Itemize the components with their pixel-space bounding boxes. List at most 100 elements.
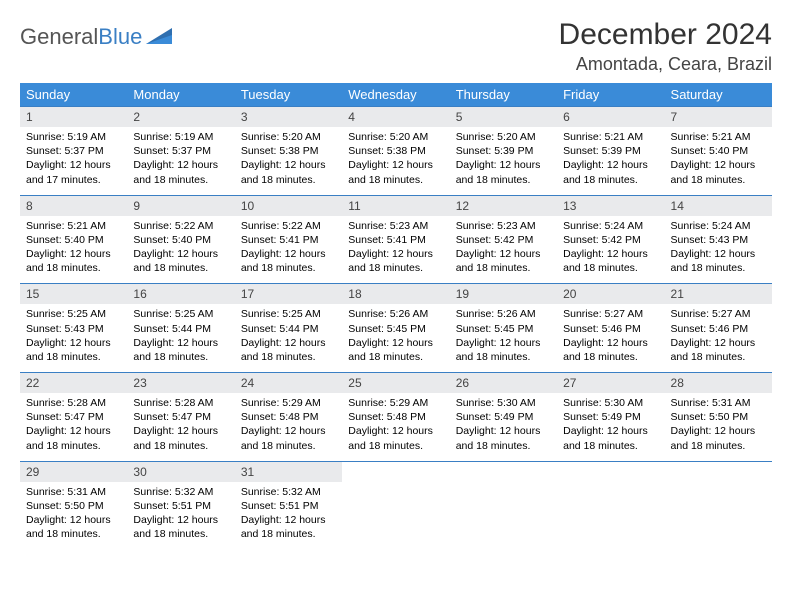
sunrise-line: Sunrise: 5:24 AM [671, 219, 766, 233]
calendar-cell: 2Sunrise: 5:19 AMSunset: 5:37 PMDaylight… [127, 107, 234, 196]
sunrise-line: Sunrise: 5:30 AM [456, 396, 551, 410]
sunrise-line: Sunrise: 5:20 AM [348, 130, 443, 144]
calendar-cell [450, 461, 557, 549]
sunrise-line: Sunrise: 5:26 AM [456, 307, 551, 321]
daylight-line: Daylight: 12 hours and 17 minutes. [26, 158, 121, 186]
sunrise-line: Sunrise: 5:24 AM [563, 219, 658, 233]
calendar-cell: 14Sunrise: 5:24 AMSunset: 5:43 PMDayligh… [665, 195, 772, 284]
day-number: 17 [235, 284, 342, 304]
calendar-cell: 13Sunrise: 5:24 AMSunset: 5:42 PMDayligh… [557, 195, 664, 284]
sunset-line: Sunset: 5:41 PM [348, 233, 443, 247]
calendar-cell: 11Sunrise: 5:23 AMSunset: 5:41 PMDayligh… [342, 195, 449, 284]
calendar-week: 22Sunrise: 5:28 AMSunset: 5:47 PMDayligh… [20, 373, 772, 462]
calendar-table: Sunday Monday Tuesday Wednesday Thursday… [20, 83, 772, 549]
sunset-line: Sunset: 5:40 PM [133, 233, 228, 247]
day-body: Sunrise: 5:28 AMSunset: 5:47 PMDaylight:… [20, 393, 127, 461]
calendar-cell: 28Sunrise: 5:31 AMSunset: 5:50 PMDayligh… [665, 373, 772, 462]
sunrise-line: Sunrise: 5:29 AM [241, 396, 336, 410]
calendar-body: 1Sunrise: 5:19 AMSunset: 5:37 PMDaylight… [20, 107, 772, 550]
sunrise-line: Sunrise: 5:21 AM [563, 130, 658, 144]
calendar-cell: 23Sunrise: 5:28 AMSunset: 5:47 PMDayligh… [127, 373, 234, 462]
daylight-line: Daylight: 12 hours and 18 minutes. [133, 158, 228, 186]
calendar-cell: 10Sunrise: 5:22 AMSunset: 5:41 PMDayligh… [235, 195, 342, 284]
sunset-line: Sunset: 5:38 PM [348, 144, 443, 158]
title-block: December 2024 Amontada, Ceara, Brazil [559, 18, 772, 75]
day-number: 14 [665, 196, 772, 216]
sunrise-line: Sunrise: 5:32 AM [133, 485, 228, 499]
sunset-line: Sunset: 5:42 PM [563, 233, 658, 247]
dow-tuesday: Tuesday [235, 83, 342, 107]
sunrise-line: Sunrise: 5:25 AM [26, 307, 121, 321]
sunrise-line: Sunrise: 5:25 AM [133, 307, 228, 321]
sunset-line: Sunset: 5:45 PM [456, 322, 551, 336]
day-number: 1 [20, 107, 127, 127]
day-number: 18 [342, 284, 449, 304]
calendar-cell: 1Sunrise: 5:19 AMSunset: 5:37 PMDaylight… [20, 107, 127, 196]
calendar-week: 1Sunrise: 5:19 AMSunset: 5:37 PMDaylight… [20, 107, 772, 196]
calendar-cell: 4 Sunrise: 5:20 AMSunset: 5:38 PMDaylight… [342, 107, 449, 196]
calendar-cell: 7Sunrise: 5:21 AMSunset: 5:40 PMDaylight… [665, 107, 772, 196]
sunset-line: Sunset: 5:43 PM [26, 322, 121, 336]
day-number: 2 [127, 107, 234, 127]
day-body: Sunrise: 5:32 AMSunset: 5:51 PMDaylight:… [235, 482, 342, 550]
calendar-cell: 30Sunrise: 5:32 AMSunset: 5:51 PMDayligh… [127, 461, 234, 549]
day-number: 31 [235, 462, 342, 482]
day-number: 21 [665, 284, 772, 304]
calendar-cell: 18Sunrise: 5:26 AMSunset: 5:45 PMDayligh… [342, 284, 449, 373]
day-body: Sunrise: 5:19 AMSunset: 5:37 PMDaylight:… [127, 127, 234, 195]
daylight-line: Daylight: 12 hours and 18 minutes. [241, 424, 336, 452]
day-number: 30 [127, 462, 234, 482]
day-body: Sunrise: 5:25 AMSunset: 5:44 PMDaylight:… [127, 304, 234, 372]
day-number: 10 [235, 196, 342, 216]
dow-saturday: Saturday [665, 83, 772, 107]
daylight-line: Daylight: 12 hours and 18 minutes. [133, 247, 228, 275]
day-body: Sunrise: 5:24 AMSunset: 5:42 PMDaylight:… [557, 216, 664, 284]
day-body: Sunrise: 5:22 AMSunset: 5:40 PMDaylight:… [127, 216, 234, 284]
sunset-line: Sunset: 5:43 PM [671, 233, 766, 247]
brand-part2: Blue [98, 24, 142, 50]
day-number: 7 [665, 107, 772, 127]
sunset-line: Sunset: 5:38 PM [241, 144, 336, 158]
calendar-cell: 27Sunrise: 5:30 AMSunset: 5:49 PMDayligh… [557, 373, 664, 462]
day-number: 22 [20, 373, 127, 393]
sunset-line: Sunset: 5:45 PM [348, 322, 443, 336]
day-number: 4 [342, 107, 449, 127]
sunrise-line: Sunrise: 5:23 AM [456, 219, 551, 233]
day-body: Sunrise: 5:20 AMSunset: 5:38 PMDaylight:… [235, 127, 342, 195]
day-number: 23 [127, 373, 234, 393]
calendar-cell: 22Sunrise: 5:28 AMSunset: 5:47 PMDayligh… [20, 373, 127, 462]
day-of-week-row: Sunday Monday Tuesday Wednesday Thursday… [20, 83, 772, 107]
day-number: 12 [450, 196, 557, 216]
sunset-line: Sunset: 5:37 PM [26, 144, 121, 158]
sunrise-line: Sunrise: 5:27 AM [563, 307, 658, 321]
day-body: Sunrise: 5:26 AMSunset: 5:45 PMDaylight:… [450, 304, 557, 372]
calendar-cell: 31Sunrise: 5:32 AMSunset: 5:51 PMDayligh… [235, 461, 342, 549]
sunset-line: Sunset: 5:50 PM [26, 499, 121, 513]
calendar-cell: 6Sunrise: 5:21 AMSunset: 5:39 PMDaylight… [557, 107, 664, 196]
day-body: Sunrise: 5:21 AMSunset: 5:40 PMDaylight:… [20, 216, 127, 284]
sunset-line: Sunset: 5:40 PM [671, 144, 766, 158]
calendar-cell: 16Sunrise: 5:25 AMSunset: 5:44 PMDayligh… [127, 284, 234, 373]
daylight-line: Daylight: 12 hours and 18 minutes. [348, 424, 443, 452]
dow-wednesday: Wednesday [342, 83, 449, 107]
day-body: Sunrise: 5:21 AMSunset: 5:40 PMDaylight:… [665, 127, 772, 195]
sunrise-line: Sunrise: 5:20 AM [456, 130, 551, 144]
day-number: 26 [450, 373, 557, 393]
daylight-line: Daylight: 12 hours and 18 minutes. [563, 336, 658, 364]
day-number: 13 [557, 196, 664, 216]
day-number: 15 [20, 284, 127, 304]
sunset-line: Sunset: 5:39 PM [563, 144, 658, 158]
sunrise-line: Sunrise: 5:20 AM [241, 130, 336, 144]
day-number: 25 [342, 373, 449, 393]
dow-monday: Monday [127, 83, 234, 107]
daylight-line: Daylight: 12 hours and 18 minutes. [348, 158, 443, 186]
day-number: 28 [665, 373, 772, 393]
daylight-line: Daylight: 12 hours and 18 minutes. [241, 513, 336, 541]
daylight-line: Daylight: 12 hours and 18 minutes. [133, 513, 228, 541]
day-body: Sunrise: 5:25 AMSunset: 5:43 PMDaylight:… [20, 304, 127, 372]
day-body: Sunrise: 5:32 AMSunset: 5:51 PMDaylight:… [127, 482, 234, 550]
daylight-line: Daylight: 12 hours and 18 minutes. [671, 336, 766, 364]
dow-thursday: Thursday [450, 83, 557, 107]
sunset-line: Sunset: 5:51 PM [133, 499, 228, 513]
daylight-line: Daylight: 12 hours and 18 minutes. [241, 336, 336, 364]
